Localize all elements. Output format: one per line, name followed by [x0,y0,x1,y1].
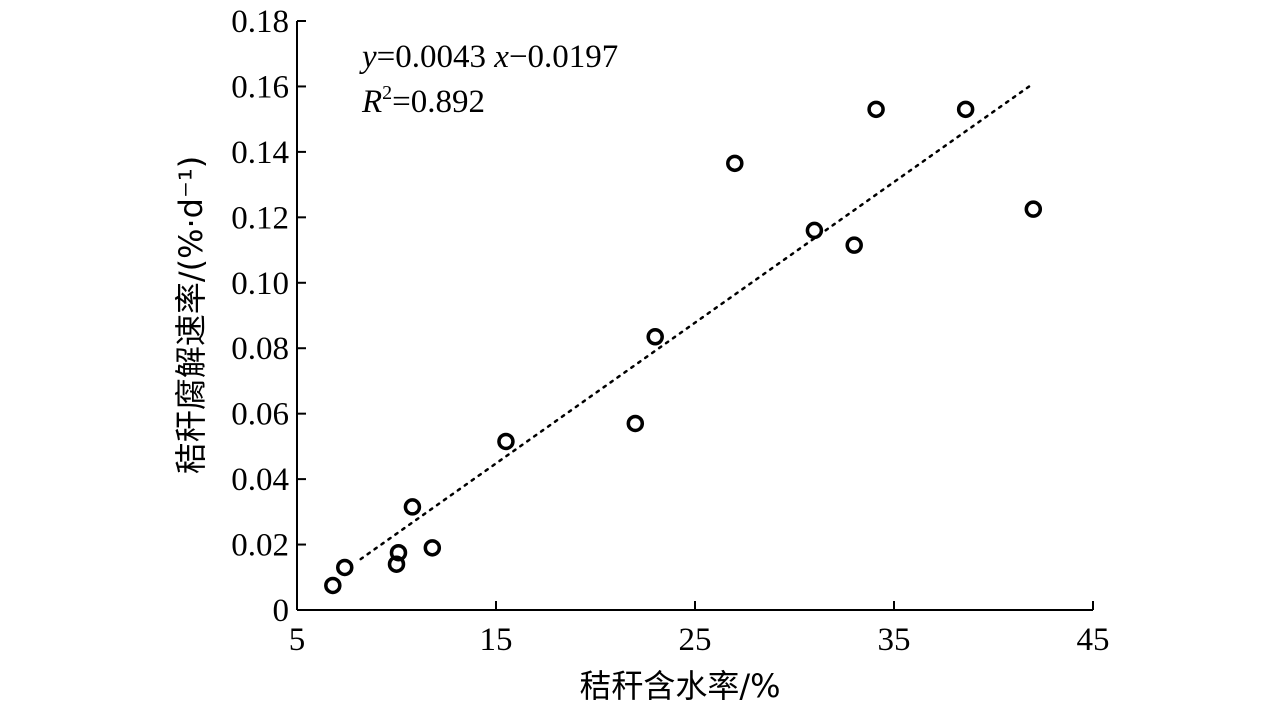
y-tick-label: 0.08 [231,331,289,367]
data-point [324,576,342,595]
r-squared-var: R [361,84,382,120]
trendline [359,82,1035,561]
x-tick-label: 5 [289,622,306,658]
data-point [1024,200,1043,218]
y-axis-title: 秸秆腐解速率/(%·d⁻¹) [172,156,210,474]
y-tick-label: 0.06 [231,397,289,433]
y-tick-label: 0.02 [231,528,289,564]
equation-x-var: x [493,39,509,75]
r-squared-value: =0.892 [392,84,485,120]
y-tick-label: 0.12 [231,200,289,236]
data-points [324,100,1043,595]
data-point [845,236,863,254]
y-tick-label: 0.16 [231,69,289,105]
equation-annotation: y=0.0043 x−0.0197 [359,39,618,75]
data-point [423,539,442,557]
y-tick-label: 0.18 [231,4,289,40]
data-point [956,100,975,119]
data-point [403,498,422,516]
equation-y-var: y [359,39,377,75]
data-point [646,328,664,346]
x-tick-label: 25 [679,622,712,658]
equation-coeff: =0.0043 [377,39,495,75]
data-point [867,100,885,119]
data-point [497,432,515,451]
x-axis-title: 秸秆含水率/% [579,667,780,705]
x-tick-label: 45 [1077,622,1110,658]
trendline-layer [359,82,1035,561]
y-tick-label: 0 [273,593,290,629]
data-point [389,543,408,562]
r-squared-annotation: R2=0.892 [361,82,485,120]
y-tick-label: 0.04 [231,462,289,498]
data-point [336,558,354,577]
x-tick-label: 35 [878,622,911,658]
data-point [726,154,744,173]
data-point [626,414,645,433]
equation-intercept: −0.0197 [509,39,618,75]
y-tick-label: 0.14 [231,135,289,171]
data-point [805,221,824,240]
x-tick-label: 15 [480,622,513,658]
r-squared-superscript: 2 [382,82,392,104]
y-tick-label: 0.10 [231,266,289,302]
axes: 0 0.02 0.04 0.06 0.08 0.10 0.12 0.14 0.16 0.18 5 15… [231,4,1109,658]
data-point [387,555,406,573]
